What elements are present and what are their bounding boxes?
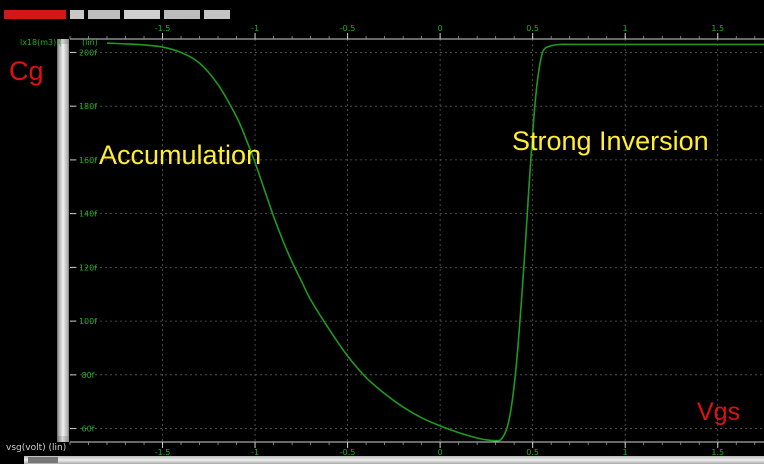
- top-axis-strip: [0, 20, 764, 39]
- vertical-scrollbar-thumb[interactable]: [58, 44, 68, 436]
- y-tick-label: 60f: [82, 425, 95, 434]
- trace-label: lx18(m3) (: [20, 38, 62, 47]
- x-tick-label-bottom: 0: [438, 448, 443, 457]
- x-tick-label-top: 1.5: [711, 24, 724, 33]
- x-tick-label-top: -1: [251, 24, 259, 33]
- pan-icon-group[interactable]: [124, 10, 160, 19]
- fit-icon-group[interactable]: [204, 10, 230, 19]
- x-tick-label-top: -1.5: [155, 24, 171, 33]
- y-tick-label: 100f: [79, 317, 97, 326]
- y-tick-label: 180f: [79, 102, 97, 111]
- crosshair-icon[interactable]: [70, 10, 84, 19]
- cg-vgs-curve: [106, 42, 764, 442]
- y-tick-label: 160f: [79, 156, 97, 165]
- x-tick-label-bottom: 1.5: [711, 448, 724, 457]
- x-tick-label-bottom: 0.5: [526, 448, 539, 457]
- x-tick-label-top: 0.5: [526, 24, 539, 33]
- edit-icon-group[interactable]: [164, 10, 200, 19]
- x-tick-label-top: 0: [438, 24, 443, 33]
- horizontal-scrollbar-thumb[interactable]: [28, 457, 58, 463]
- zoom-icon-group[interactable]: [4, 10, 66, 19]
- x-tick-label-bottom: -1.5: [155, 448, 171, 457]
- y-tick-label: 200f: [79, 48, 97, 57]
- x-tick-label-top: -0.5: [340, 24, 356, 33]
- y-tick-label: 120f: [79, 263, 97, 272]
- x-tick-label-top: 1: [623, 24, 628, 33]
- accumulation-annotation: Accumulation: [99, 140, 262, 170]
- y-tick-label: 80f: [82, 371, 95, 380]
- measure-icon-group[interactable]: [88, 10, 120, 19]
- y-tick-label: 140f: [79, 210, 97, 219]
- x-axis-annotation: Vgs: [697, 398, 741, 426]
- x-axis-label: vsg(volt) (lin): [6, 443, 67, 453]
- signal-list-panel: [0, 39, 57, 442]
- x-tick-label-bottom: -1: [251, 448, 259, 457]
- x-tick-label-bottom: 1: [623, 448, 628, 457]
- x-tick-label-bottom: -0.5: [340, 448, 356, 457]
- toolbar: [0, 0, 764, 20]
- strong-inversion-annotation: Strong Inversion: [512, 126, 709, 156]
- horizontal-scrollbar[interactable]: [24, 456, 764, 464]
- y-axis-annotation: Cg: [9, 56, 44, 86]
- y-scale-label: (lin): [82, 38, 98, 47]
